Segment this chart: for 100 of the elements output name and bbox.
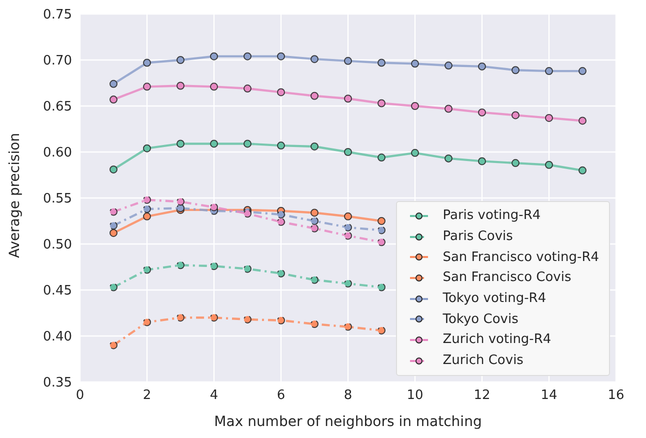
x-tick-label: 2: [142, 388, 152, 404]
point: [210, 82, 218, 91]
point: [143, 318, 151, 326]
point: [478, 108, 486, 116]
point: [512, 159, 520, 168]
point: [110, 222, 118, 230]
point: [411, 60, 419, 68]
point: [344, 94, 352, 103]
point: [210, 262, 218, 270]
point: [444, 154, 452, 162]
x-tick-label: 8: [344, 388, 352, 404]
point: [244, 84, 252, 93]
point: [176, 140, 184, 148]
point: [378, 226, 386, 234]
point: [210, 203, 218, 212]
point: [110, 341, 118, 350]
x-tick-label: 12: [474, 388, 490, 404]
point: [143, 266, 151, 274]
point: [512, 66, 520, 74]
y-tick-label: 0.75: [43, 8, 72, 23]
legend-label: Tokyo Covis: [442, 312, 518, 327]
legend-label: Zurich Covis: [442, 353, 524, 368]
point: [143, 212, 151, 220]
point: [378, 99, 386, 108]
point: [110, 165, 118, 174]
point: [244, 52, 252, 60]
x-tick-label: 6: [276, 388, 286, 404]
x-tick-label: 16: [608, 388, 624, 404]
point: [444, 62, 452, 70]
point: [578, 67, 586, 76]
legend-label: San Francisco Covis: [442, 270, 572, 286]
point: [244, 264, 252, 273]
legend-label: Paris Covis: [442, 229, 513, 244]
legend-label: Tokyo voting-R4: [442, 291, 546, 306]
y-tick-label: 0.55: [43, 192, 72, 207]
point: [545, 114, 553, 122]
point: [143, 196, 151, 204]
point: [545, 67, 553, 76]
point: [378, 217, 386, 225]
point: [344, 148, 352, 156]
point: [110, 228, 118, 237]
point: [310, 276, 318, 284]
y-tick-label: 0.70: [43, 54, 72, 69]
point: [143, 82, 151, 91]
point: [244, 140, 252, 148]
point: [578, 116, 586, 125]
x-tick-label: 10: [406, 388, 424, 404]
point: [277, 210, 285, 219]
point: [411, 102, 419, 110]
point: [344, 212, 352, 220]
point: [545, 160, 553, 169]
y-tick-label: 0.45: [43, 284, 72, 299]
point: [344, 232, 352, 240]
point: [378, 154, 386, 162]
legend-label: Zurich voting-R4: [442, 332, 552, 348]
point: [277, 52, 285, 60]
point: [512, 111, 520, 120]
point: [310, 224, 318, 232]
legend-label: Paris voting-R4: [442, 208, 541, 224]
point: [411, 148, 419, 157]
point: [244, 315, 252, 324]
point: [176, 198, 184, 206]
x-tick-label: 14: [540, 388, 558, 404]
point: [378, 238, 386, 246]
point: [110, 283, 118, 292]
point: [478, 62, 486, 70]
point: [110, 208, 118, 216]
point: [210, 314, 218, 322]
point: [176, 314, 184, 322]
point: [378, 283, 386, 292]
y-tick-label: 0.60: [43, 146, 72, 161]
point: [310, 320, 318, 328]
x-tick-label: 0: [76, 388, 84, 404]
point: [444, 104, 452, 113]
point: [378, 58, 386, 67]
point: [344, 280, 352, 288]
point: [143, 144, 151, 152]
point: [578, 166, 586, 174]
y-tick-label: 0.50: [43, 238, 72, 253]
point: [310, 92, 318, 100]
point: [344, 322, 352, 331]
point: [310, 55, 318, 64]
y-tick-label: 0.65: [43, 100, 72, 115]
point: [277, 218, 285, 226]
point: [176, 82, 184, 90]
y-tick-label: 0.40: [43, 330, 72, 345]
point: [344, 56, 352, 65]
point: [277, 269, 285, 278]
y-tick-label: 0.35: [43, 376, 72, 391]
point: [310, 217, 318, 225]
point: [277, 316, 285, 324]
point: [310, 142, 318, 150]
point: [310, 208, 318, 217]
point: [176, 56, 184, 64]
point: [378, 326, 386, 334]
point: [176, 261, 184, 270]
x-axis-title: Max number of neighbors in matching: [214, 414, 482, 430]
point: [210, 140, 218, 148]
y-axis-title: Average precision: [6, 132, 23, 258]
point: [143, 205, 151, 214]
